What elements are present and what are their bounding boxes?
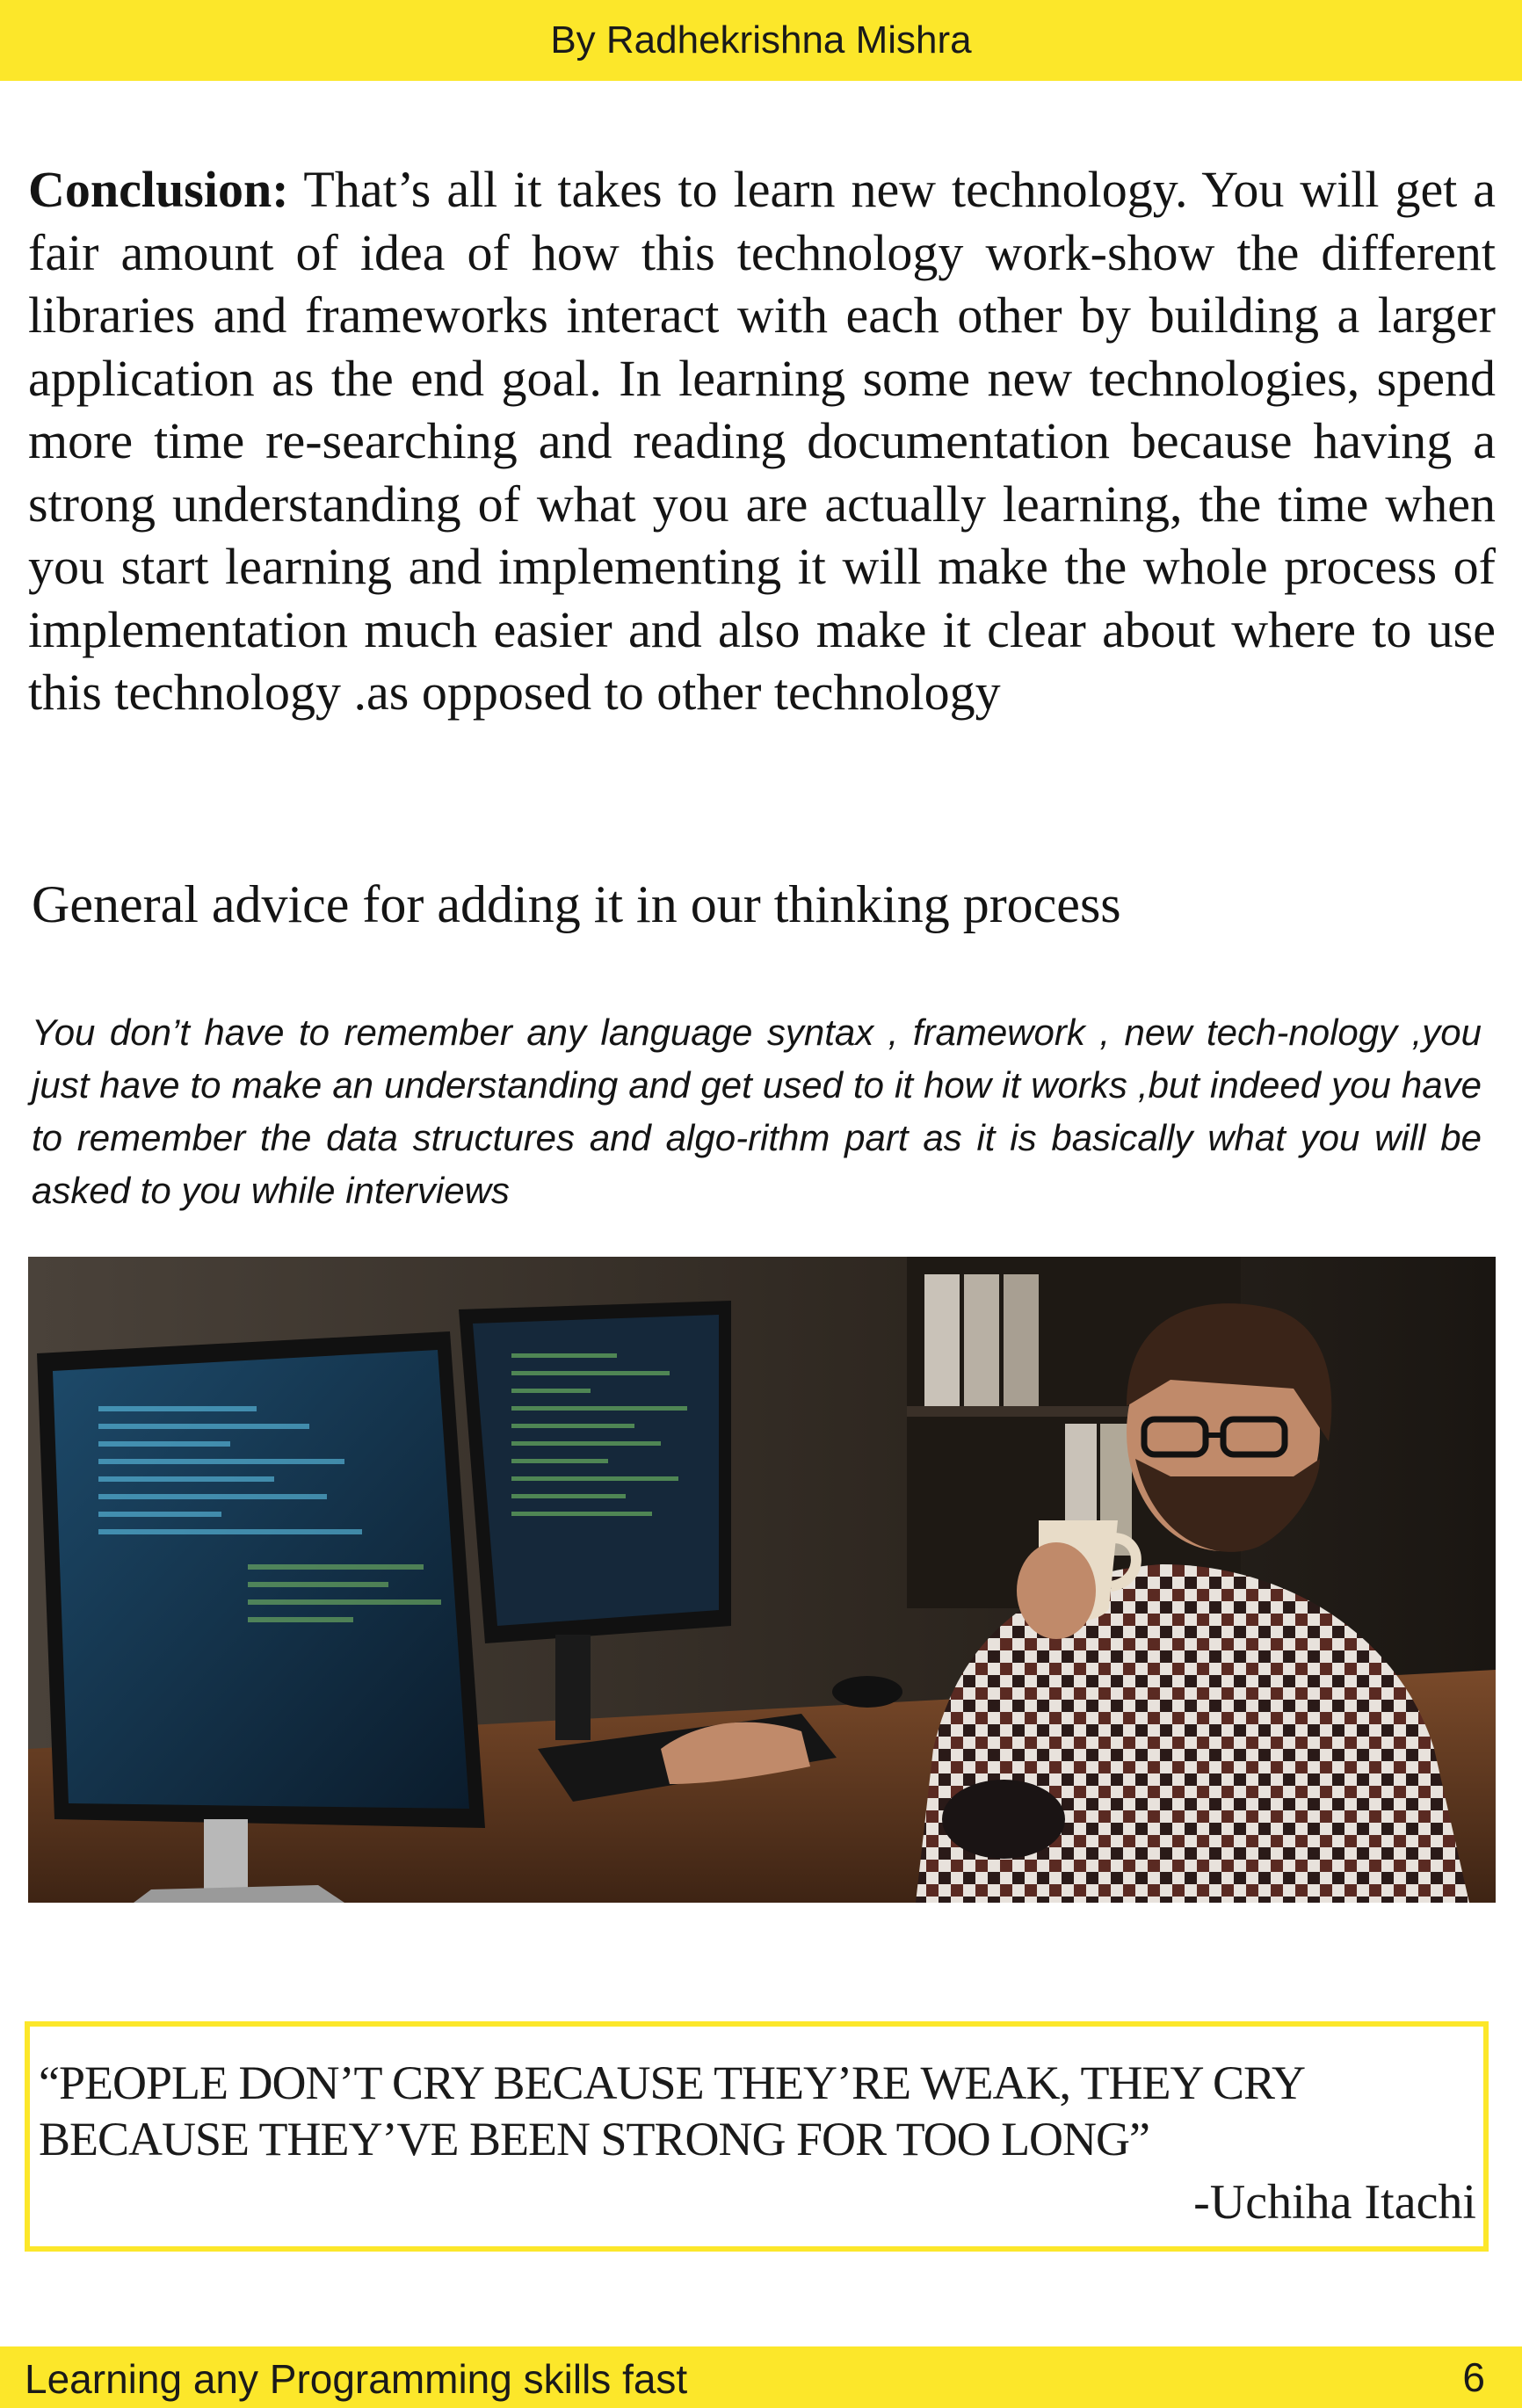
conclusion-label: Conclusion:	[28, 161, 289, 218]
conclusion-paragraph: Conclusion: That’s all it takes to learn…	[28, 158, 1496, 724]
header-bar: By Radhekrishna Mishra	[0, 0, 1522, 81]
quote-author: -Uchiha Itachi	[1193, 2175, 1476, 2230]
footer-bar: Learning any Programming skills fast 6	[0, 2346, 1522, 2408]
developer-at-desk-icon	[28, 1257, 1496, 1903]
footer-title: Learning any Programming skills fast	[25, 2356, 688, 2402]
developer-photo	[28, 1257, 1496, 1903]
page-number: 6	[1462, 2354, 1485, 2400]
advice-heading: General advice for adding it in our thin…	[32, 875, 1121, 933]
conclusion-text: That’s all it takes to learn new technol…	[28, 161, 1496, 721]
author-name: By Radhekrishna Mishra	[550, 18, 972, 62]
quote-box	[25, 2021, 1489, 2252]
advice-paragraph: You don’t have to remember any language …	[32, 1012, 1482, 1211]
quote-text: “PEOPLE DON’T CRY BECAUSE THEY’RE WEAK, …	[39, 2056, 1304, 2165]
